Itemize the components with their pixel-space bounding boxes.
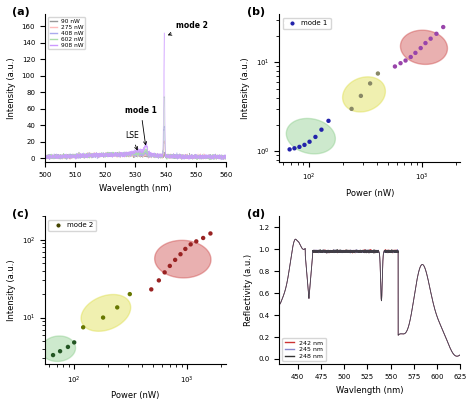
- X-axis label: Power (nW): Power (nW): [111, 391, 160, 400]
- X-axis label: Power (nW): Power (nW): [346, 189, 394, 198]
- Point: [318, 127, 325, 133]
- Point: [207, 230, 214, 237]
- Point: [325, 118, 332, 124]
- Point: [200, 235, 207, 241]
- Point: [155, 277, 163, 284]
- Point: [422, 40, 429, 46]
- Y-axis label: Intensity (a.u.): Intensity (a.u.): [241, 57, 250, 119]
- Y-axis label: Intensity (a.u.): Intensity (a.u.): [7, 260, 16, 321]
- Point: [64, 344, 72, 350]
- Legend: mode 1: mode 1: [283, 18, 330, 29]
- Point: [113, 304, 121, 311]
- Y-axis label: Intensity (a.u.): Intensity (a.u.): [7, 57, 16, 119]
- Point: [166, 263, 173, 269]
- Point: [171, 256, 179, 263]
- Legend: mode 2: mode 2: [48, 220, 96, 231]
- Point: [348, 105, 356, 112]
- Point: [177, 251, 184, 258]
- Polygon shape: [401, 30, 447, 64]
- Text: mode 2: mode 2: [169, 21, 208, 35]
- Point: [301, 142, 308, 148]
- Point: [433, 31, 440, 37]
- Text: (b): (b): [246, 7, 264, 17]
- Point: [291, 145, 298, 151]
- Point: [71, 339, 78, 346]
- Point: [306, 138, 313, 145]
- Polygon shape: [286, 118, 335, 154]
- X-axis label: Wavlength (nm): Wavlength (nm): [336, 386, 403, 395]
- Point: [147, 286, 155, 293]
- Point: [366, 80, 374, 87]
- Polygon shape: [155, 240, 211, 278]
- Polygon shape: [41, 336, 75, 361]
- Point: [192, 238, 200, 245]
- Point: [126, 291, 134, 298]
- Point: [397, 60, 404, 66]
- Point: [357, 93, 365, 99]
- Point: [417, 45, 425, 51]
- Point: [391, 63, 399, 70]
- Point: [56, 348, 64, 354]
- Legend: 242 nm, 245 nm, 248 nm: 242 nm, 245 nm, 248 nm: [283, 338, 326, 361]
- Polygon shape: [343, 77, 385, 112]
- Point: [374, 70, 382, 77]
- Point: [79, 324, 87, 330]
- Text: LSE: LSE: [125, 131, 138, 150]
- Text: (c): (c): [12, 209, 29, 219]
- Point: [402, 57, 410, 64]
- Text: (d): (d): [246, 209, 264, 219]
- Polygon shape: [81, 295, 131, 331]
- Point: [49, 352, 57, 358]
- Point: [182, 246, 189, 252]
- Point: [411, 50, 419, 56]
- Point: [187, 241, 194, 247]
- Point: [161, 269, 168, 276]
- Point: [296, 144, 303, 150]
- Text: (a): (a): [12, 7, 30, 17]
- Point: [439, 24, 447, 30]
- Point: [286, 146, 293, 153]
- Point: [427, 35, 435, 42]
- X-axis label: Wavelength (nm): Wavelength (nm): [99, 184, 172, 193]
- Legend: 90 nW, 275 nW, 408 nW, 602 nW, 908 nW: 90 nW, 275 nW, 408 nW, 602 nW, 908 nW: [48, 17, 85, 49]
- Point: [407, 54, 415, 60]
- Point: [311, 133, 319, 140]
- Point: [99, 314, 107, 321]
- Y-axis label: Reflectivity (a.u.): Reflectivity (a.u.): [244, 254, 253, 326]
- Text: mode 1: mode 1: [125, 106, 157, 145]
